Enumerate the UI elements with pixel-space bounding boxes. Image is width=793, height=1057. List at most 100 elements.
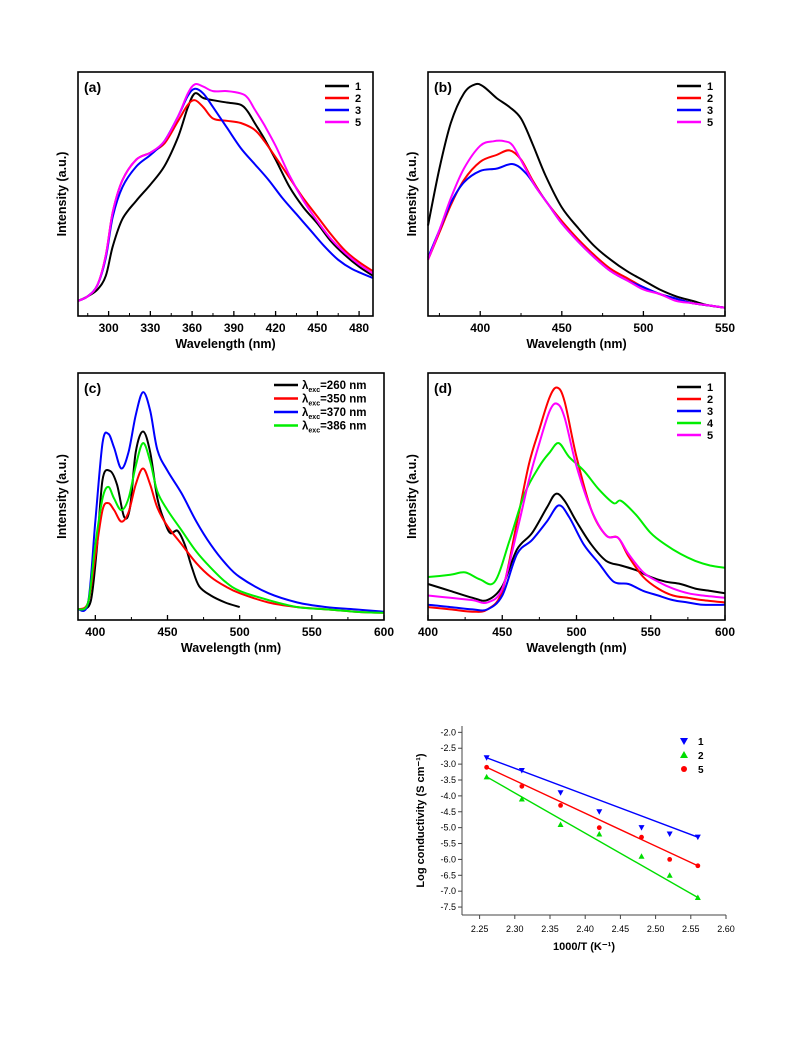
series-line-5 (428, 141, 725, 308)
x-tick-label: 2.30 (506, 924, 524, 934)
fit-line-5 (487, 767, 698, 865)
data-point (596, 809, 602, 815)
series-line-5 (428, 403, 725, 603)
series-line-5 (78, 84, 373, 301)
x-tick-label: 330 (140, 321, 160, 335)
x-tick-label: 600 (374, 625, 394, 639)
x-tick-label: 600 (715, 625, 735, 639)
x-tick-label: 500 (633, 321, 653, 335)
data-point (558, 803, 563, 808)
x-tick-label: 400 (418, 625, 438, 639)
figure: 300 330 360 390 420 450 480 Wavelength (nm) Inte… (0, 0, 793, 1057)
x-axis-label: Wavelength (nm) (175, 337, 275, 351)
legend-marker (681, 766, 687, 772)
legend-label: 1 (355, 81, 361, 93)
x-tick-label: 450 (552, 321, 572, 335)
y-axis-label: Intensity (a.u.) (405, 454, 419, 539)
data-point (596, 831, 602, 837)
x-axis-label: Wavelength (nm) (181, 641, 281, 655)
legend-label: λexc=260 nm (302, 380, 366, 394)
panel-label: (d) (434, 380, 452, 396)
legend-label: 2 (355, 93, 361, 105)
plot-frame (428, 72, 725, 316)
x-tick-label: 400 (85, 625, 105, 639)
x-tick-label: 390 (224, 321, 244, 335)
series-line-2 (78, 100, 373, 301)
y-axis-label: Intensity (a.u.) (405, 152, 419, 237)
y-tick-label: -6.5 (440, 870, 456, 880)
x-axis-label: Wavelength (nm) (526, 337, 626, 351)
legend-label: 1 (698, 737, 704, 748)
series-line-2 (78, 469, 384, 613)
series-line-1 (428, 84, 725, 308)
x-tick-label: 480 (349, 321, 369, 335)
y-tick-label: -2.5 (440, 743, 456, 753)
data-point (667, 857, 672, 862)
panel-a: 300 330 360 390 420 450 480 Wavelength (nm) Inte… (55, 72, 373, 351)
x-tick-label: 420 (266, 321, 286, 335)
series-line-1 (428, 494, 725, 601)
data-point (484, 765, 489, 770)
legend-label: 3 (707, 406, 713, 418)
data-point (519, 784, 524, 789)
x-tick-label: 2.45 (612, 924, 630, 934)
panel-d: 400 450 500 550 600 Wavelength (nm) Intensity … (405, 373, 735, 655)
data-point (558, 821, 564, 827)
y-tick-label: -5.5 (440, 839, 456, 849)
x-tick-label: 2.50 (647, 924, 665, 934)
series-line-2 (428, 388, 725, 612)
legend-label: 5 (355, 117, 361, 129)
series-line-3 (428, 164, 725, 308)
data-point (667, 832, 673, 838)
legend-marker (680, 738, 688, 745)
data-point (695, 835, 701, 841)
x-tick-label: 2.25 (471, 924, 489, 934)
x-tick-label: 450 (492, 625, 512, 639)
data-point (558, 790, 564, 796)
panel-label: (b) (434, 79, 452, 95)
panel-label: (a) (84, 79, 101, 95)
x-tick-label: 500 (230, 625, 250, 639)
x-tick-label: 300 (99, 321, 119, 335)
data-point (597, 825, 602, 830)
series-line-4 (78, 443, 384, 613)
legend-label: 2 (707, 93, 713, 105)
legend-label: 5 (707, 117, 713, 129)
legend-label: 3 (355, 105, 361, 117)
x-tick-label: 500 (566, 625, 586, 639)
legend-label: 4 (707, 418, 714, 430)
legend-label: 2 (698, 751, 704, 762)
x-tick-label: 360 (182, 321, 202, 335)
y-tick-label: -5.0 (440, 823, 456, 833)
x-tick-label: 450 (307, 321, 327, 335)
data-point (639, 835, 644, 840)
legend-label: λexc=350 nm (302, 394, 366, 408)
x-tick-label: 400 (470, 321, 490, 335)
data-point (639, 825, 645, 831)
y-axis-label: Intensity (a.u.) (55, 152, 69, 237)
x-tick-label: 550 (715, 321, 735, 335)
legend-marker (680, 751, 688, 758)
y-axis-label: Log conductivity (S cm⁻¹) (415, 753, 427, 887)
legend-label: 1 (707, 81, 713, 93)
y-axis-label: Intensity (a.u.) (55, 454, 69, 539)
y-tick-label: -7.0 (440, 886, 456, 896)
x-tick-label: 2.40 (576, 924, 594, 934)
x-tick-label: 2.55 (682, 924, 700, 934)
panel-label: (c) (84, 380, 101, 396)
legend-label: λexc=370 nm (302, 407, 366, 421)
x-tick-label: 2.60 (717, 924, 735, 934)
panel-c: 400 450 500 550 600Wavelength (nm)Intensity … (55, 373, 394, 655)
y-tick-label: -7.5 (440, 902, 456, 912)
fit-line-1 (487, 758, 698, 837)
panel-b: 400 450 500 550 Wavelength (nm) Intensity (a.… (405, 72, 735, 351)
y-tick-label: -3.0 (440, 759, 456, 769)
x-tick-label: 450 (157, 625, 177, 639)
legend-label: 5 (698, 765, 704, 776)
y-tick-label: -2.0 (440, 727, 456, 737)
legend-label: 1 (707, 382, 713, 394)
legend-label: 3 (707, 105, 713, 117)
legend-label: 5 (707, 430, 713, 442)
fit-line-2 (487, 777, 698, 898)
data-point (695, 895, 701, 901)
